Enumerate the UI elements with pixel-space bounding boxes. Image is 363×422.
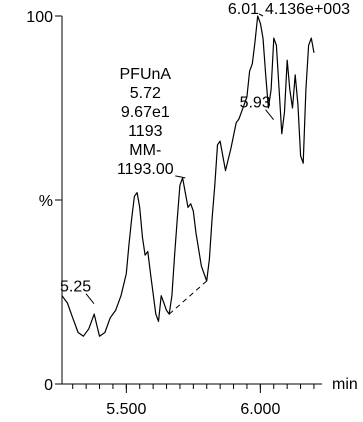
peak-label-line: 5.93	[240, 95, 271, 112]
x-axis-label: min	[332, 376, 358, 393]
peak-annotation: PFUnA 5.72 9.67e1 1193 MM- 1193.00	[117, 66, 186, 179]
peak-annotation: 6.01 4.136e+003	[228, 1, 350, 18]
leader-line	[265, 109, 274, 120]
plot-area	[61, 15, 315, 337]
leader-line	[85, 293, 95, 304]
peak-label-line: 1193.00	[117, 161, 174, 178]
series-line	[61, 15, 315, 337]
peak-annotation: 5.93	[240, 95, 274, 120]
y-tick-label: 0	[44, 377, 53, 394]
axes: 0% 100 5.500 6.000	[26, 9, 322, 418]
y-tick-label: %	[39, 193, 53, 210]
leader-line	[258, 13, 264, 17]
peak-label-line: PFUnA	[120, 66, 172, 83]
y-tick-label: 100	[26, 9, 53, 26]
annotations: 6.01 4.136e+003 PFUnA 5.72 9.67e1 1193 MM- 1193…	[60, 1, 350, 304]
peak-label-line: 5.25	[60, 279, 91, 296]
peak-label-line: 9.67e1	[121, 104, 170, 121]
x-tick-label: 6.000	[240, 401, 280, 418]
peak-label-height: 4.136e+003	[265, 1, 350, 18]
x-tick-label: 5.500	[106, 401, 146, 418]
peak-annotation: 5.25	[60, 279, 95, 304]
integration-baseline	[168, 280, 208, 315]
peak-label-rt: 6.01	[228, 1, 259, 18]
leader-line	[175, 175, 186, 179]
peak-label-line: 1193	[128, 123, 163, 140]
peak-label-line: MM-	[129, 142, 161, 159]
peak-label-line: 5.72	[130, 85, 161, 102]
